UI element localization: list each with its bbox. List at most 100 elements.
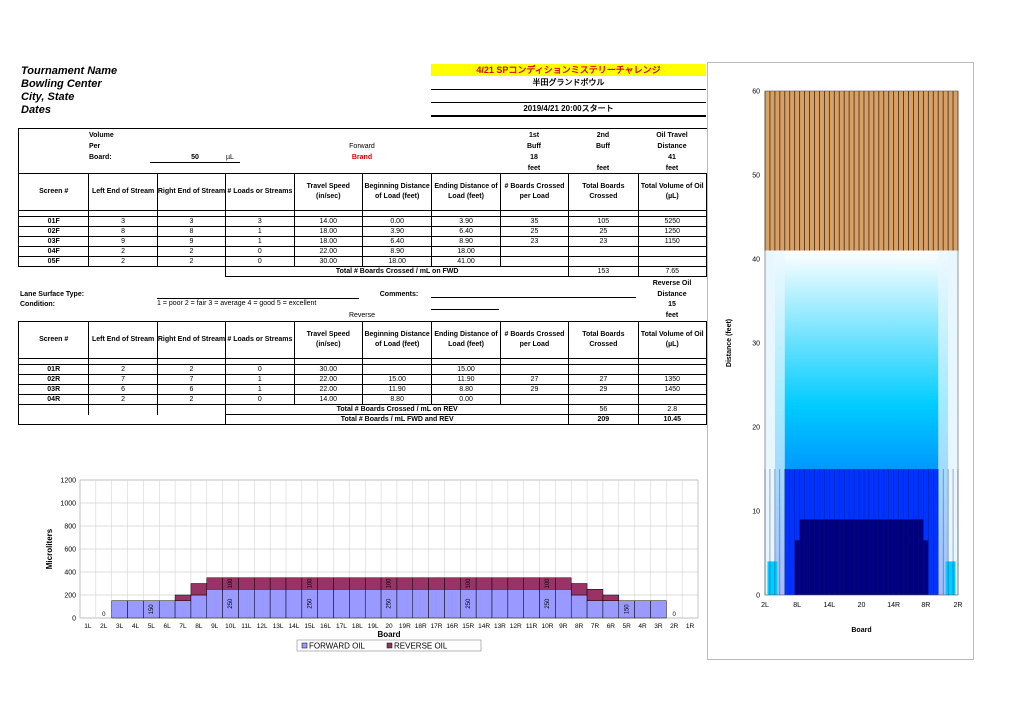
forward-bar xyxy=(602,600,620,619)
x-tick-label: 2L xyxy=(100,623,108,630)
data-label: 150 xyxy=(624,604,630,615)
forward-bar xyxy=(570,594,588,619)
table-cell: 0 xyxy=(225,394,295,405)
reverse-bar xyxy=(285,577,303,590)
table-cell: 25 xyxy=(568,226,639,237)
x-tick-label: 16R xyxy=(446,623,458,630)
travel-l1: Oil Travel xyxy=(656,132,688,139)
table-cell xyxy=(499,394,570,405)
forward-bar xyxy=(317,589,334,619)
table-cell: 23 xyxy=(568,236,639,247)
y-tick-label: 0 xyxy=(72,616,76,623)
table-cell: 27 xyxy=(568,374,639,385)
table-cell xyxy=(499,364,570,375)
table-cell: 3.90 xyxy=(431,216,501,227)
data-label: 100 xyxy=(545,578,551,589)
reverse-bar xyxy=(602,594,620,601)
dates-label: Dates xyxy=(21,104,51,116)
column-header: Beginning Distance of Load (feet) xyxy=(361,321,433,359)
forward-bar xyxy=(174,600,192,619)
center-name: 半田グランドボウル xyxy=(431,77,706,90)
table-cell: 3 xyxy=(156,216,227,227)
table-cell: 01F xyxy=(17,216,90,227)
x-tick-label: 3R xyxy=(654,623,663,630)
data-label: 250 xyxy=(307,598,313,609)
table-row: 01F 3 3 3 14.00 0.00 3.90 35 105 5250 xyxy=(17,216,708,227)
table-cell: 25 xyxy=(499,226,570,237)
data-label: 250 xyxy=(545,598,551,609)
tournament-name-label: Tournament Name xyxy=(21,65,118,77)
map-x-tick-label: 8L xyxy=(793,602,801,609)
table-cell: 2 xyxy=(88,256,158,267)
data-label: 250 xyxy=(387,598,393,609)
table-cell: 2 xyxy=(88,364,158,375)
forward-bar xyxy=(650,600,667,619)
reverse-bar xyxy=(364,577,382,590)
table-cell xyxy=(637,256,708,267)
y-tick-label: 600 xyxy=(64,547,76,554)
grand-total-boards: 209 xyxy=(568,414,639,425)
map-x-axis-title: Board xyxy=(851,627,871,634)
forward-bar xyxy=(475,589,493,619)
forward-bar xyxy=(364,589,382,619)
fwd-total-boards: 153 xyxy=(568,266,639,277)
table-cell: 0 xyxy=(225,246,295,257)
column-header: Beginning Distance of Load (feet) xyxy=(361,173,433,211)
map-frame xyxy=(764,90,959,596)
column-header: Total Boards Crossed xyxy=(568,173,639,211)
x-tick-label: 2R xyxy=(670,623,679,630)
rev-total-ml: 2.8 xyxy=(637,404,708,415)
column-header: Right End of Stream xyxy=(156,321,227,359)
reverse-bar xyxy=(586,589,604,601)
table-cell: 03R xyxy=(17,384,90,395)
data-label: 0 xyxy=(673,612,677,618)
dark-oil-step-right xyxy=(923,540,929,595)
x-tick-label: 9L xyxy=(211,623,219,630)
table-cell: 8.80 xyxy=(361,394,433,405)
forward-bar xyxy=(396,589,414,619)
table-cell: 02F xyxy=(17,226,90,237)
table-cell: 0 xyxy=(225,256,295,267)
table-cell: 15.00 xyxy=(431,364,501,375)
forward-bar xyxy=(269,589,287,619)
dark-oil-step-left xyxy=(794,540,800,595)
forward-bar xyxy=(491,589,509,619)
table-row: 04R 2 2 0 14.00 8.80 0.00 xyxy=(17,394,708,405)
legend-swatch-reverse xyxy=(386,642,393,649)
data-label: 150 xyxy=(149,604,155,615)
board-volume-value: 50 xyxy=(150,153,240,163)
grand-total-label: Total # Boards / mL FWD and REV xyxy=(225,414,570,425)
map-y-tick-label: 20 xyxy=(752,425,760,432)
reverse-bar xyxy=(254,577,271,590)
reverse-bar xyxy=(570,583,588,596)
table-cell: 2 xyxy=(156,246,227,257)
reverse-bar xyxy=(333,577,350,590)
y-axis-title: Microliters xyxy=(45,528,54,569)
table-row: 02R 7 7 1 22.00 15.00 11.90 27 27 1350 xyxy=(17,374,708,385)
table-cell: 8.80 xyxy=(431,384,501,395)
header-divider xyxy=(431,116,706,117)
reverse-bar xyxy=(555,577,572,590)
data-label: 100 xyxy=(466,578,472,589)
reverse-bar xyxy=(523,577,540,590)
reverse-bar xyxy=(349,577,366,590)
table-cell: 105 xyxy=(568,216,639,227)
legend-label-forward: FORWARD OIL xyxy=(309,642,366,651)
reverse-bar xyxy=(174,594,192,601)
map-y-tick-label: 30 xyxy=(752,341,760,348)
x-tick-label: 4L xyxy=(132,623,140,630)
table-cell: 1350 xyxy=(637,374,708,385)
table-cell: 41.00 xyxy=(431,256,501,267)
map-y-tick-label: 40 xyxy=(752,257,760,264)
x-tick-label: 11R xyxy=(526,623,538,630)
table-cell: 15.00 xyxy=(361,374,433,385)
reverse-bar xyxy=(428,577,445,590)
column-header: Ending Distance of Load (feet) xyxy=(431,321,501,359)
x-tick-label: 19R xyxy=(399,623,411,630)
forward-bar xyxy=(190,594,208,619)
forward-bar xyxy=(158,600,176,619)
table-cell: 1 xyxy=(225,384,295,395)
lane-map-panel: 0 10 20 30 40 50 60 2L 8L 14L 20 14R 8R 2R Board Distan… xyxy=(707,62,974,660)
map-x-tick-label: 14R xyxy=(887,602,900,609)
